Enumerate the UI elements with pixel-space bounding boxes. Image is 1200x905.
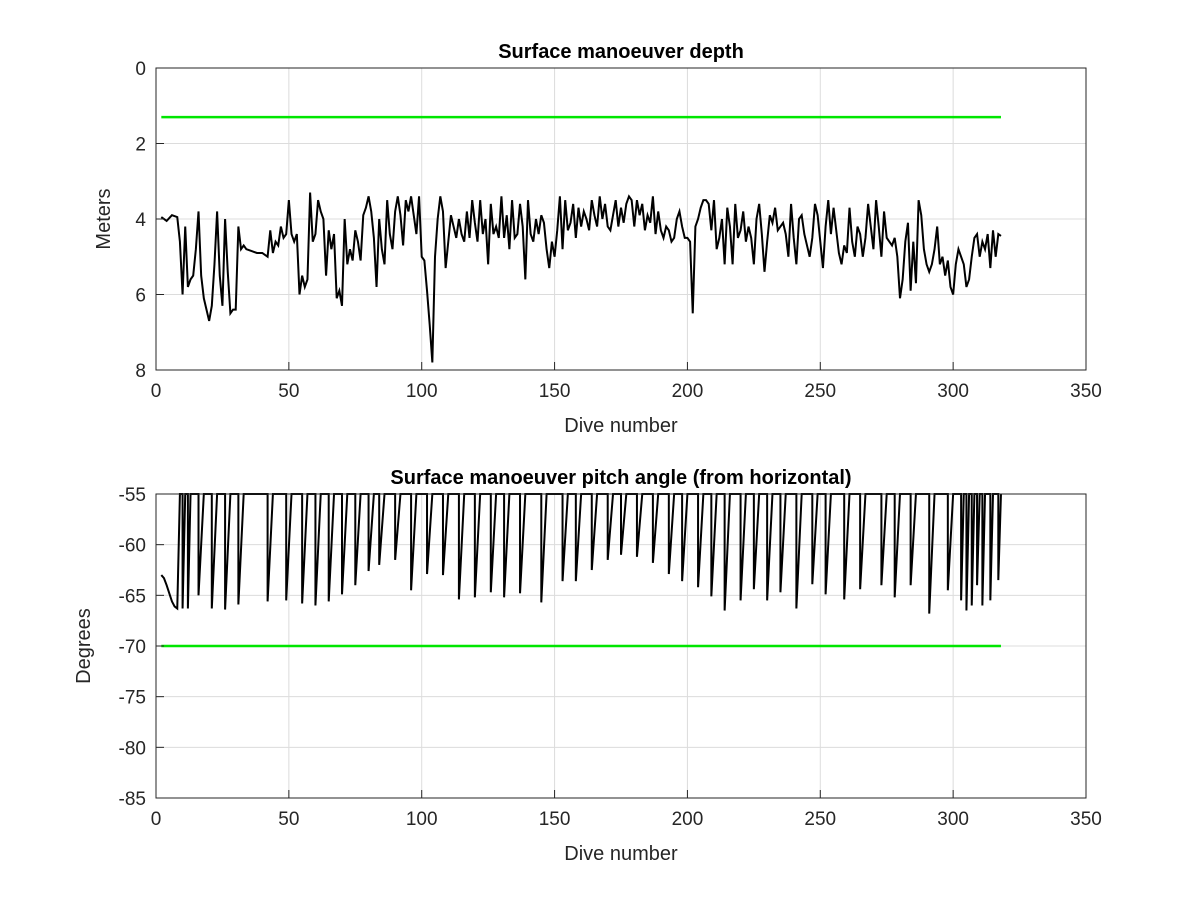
pitch-x-tick-label: 250	[804, 809, 836, 830]
depth-x-tick-label: 150	[539, 381, 571, 402]
depth-x-axis-label: Dive number	[564, 415, 678, 437]
depth-y-tick-label: 6	[135, 286, 146, 307]
pitch-x-tick-label: 0	[151, 809, 162, 830]
pitch-x-tick-label: 50	[278, 809, 299, 830]
depth-y-tick-label: 8	[135, 361, 146, 382]
depth-x-tick-label: 100	[406, 381, 438, 402]
pitch-y-tick-label: -70	[119, 637, 146, 658]
depth-chart-title: Surface manoeuver depth	[498, 41, 744, 63]
pitch-x-tick-label: 150	[539, 809, 571, 830]
depth-axes: 0 50 100 150 200 250 300 350 0 2 4 6 8 Surface manoe…	[93, 41, 1102, 437]
pitch-x-tick-label: 350	[1070, 809, 1102, 830]
depth-y-axis-label: Meters	[93, 188, 115, 249]
pitch-y-tick-label: -80	[119, 738, 146, 759]
depth-y-tick-label: 0	[135, 59, 146, 80]
pitch-x-tick-label: 200	[672, 809, 704, 830]
pitch-y-tick-label: -65	[119, 586, 146, 607]
pitch-ticks: 0 50 100 150 200 250 300 350 -55 -60 -65 -70 -75 -80 -…	[119, 485, 1102, 830]
depth-ticks: 0 50 100 150 200 250 300 350 0 2 4 6 8	[135, 59, 1101, 402]
pitch-y-tick-label: -60	[119, 536, 146, 557]
pitch-axes: 0 50 100 150 200 250 300 350 -55 -60 -65 -70 -75 -80 -…	[73, 467, 1102, 865]
pitch-x-tick-label: 300	[937, 809, 969, 830]
depth-x-tick-label: 250	[804, 381, 836, 402]
depth-y-tick-label: 4	[135, 210, 146, 231]
depth-y-tick-label: 2	[135, 135, 146, 156]
pitch-chart-title: Surface manoeuver pitch angle (from hori…	[390, 467, 851, 489]
depth-series-line	[160, 192, 1002, 363]
pitch-y-tick-label: -75	[119, 688, 146, 709]
pitch-x-axis-label: Dive number	[564, 843, 678, 865]
pitch-y-axis-label: Degrees	[73, 608, 95, 684]
pitch-y-tick-label: -55	[119, 485, 146, 506]
depth-x-tick-label: 200	[672, 381, 704, 402]
depth-x-tick-label: 50	[278, 381, 299, 402]
pitch-series-line	[160, 493, 1002, 614]
depth-x-tick-label: 0	[151, 381, 162, 402]
depth-x-tick-label: 350	[1070, 381, 1102, 402]
pitch-x-tick-label: 100	[406, 809, 438, 830]
depth-x-tick-label: 300	[937, 381, 969, 402]
pitch-y-tick-label: -85	[119, 789, 146, 810]
